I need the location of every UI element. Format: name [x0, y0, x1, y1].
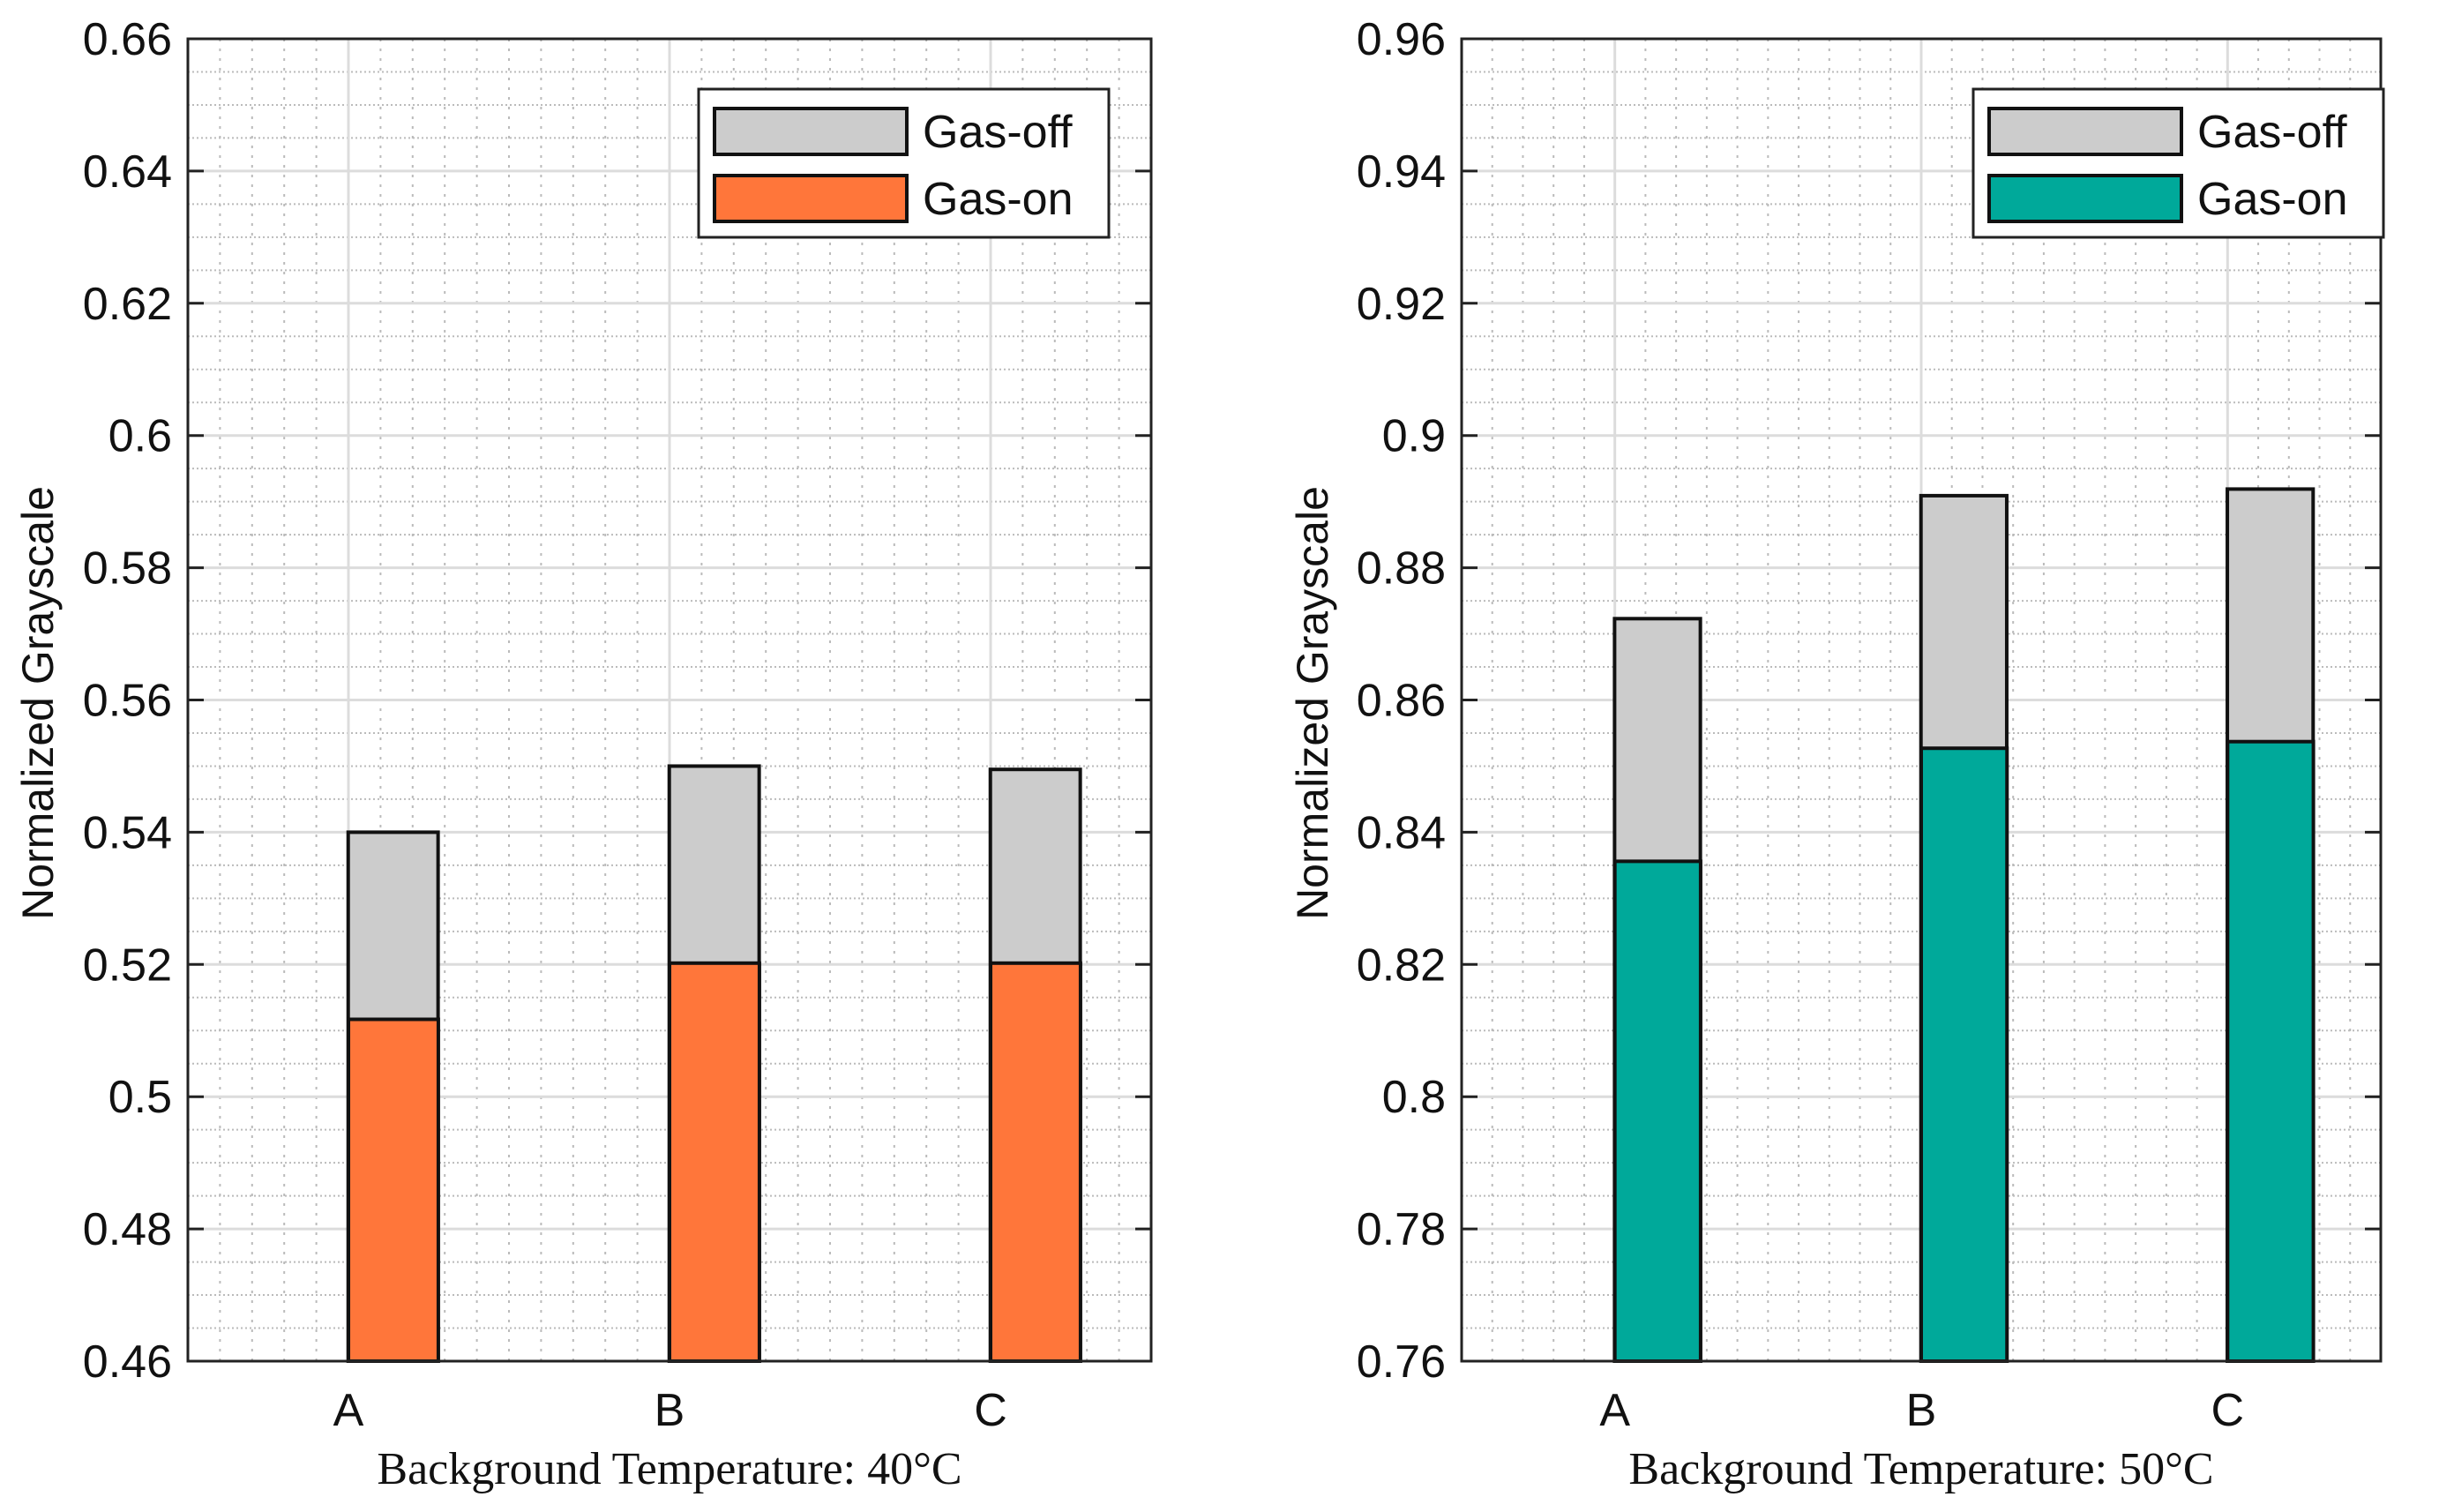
bar-gas-on-a — [1612, 859, 1702, 1363]
y-tick-label: 0.92 — [1357, 279, 1446, 330]
y-tick-label: 0.88 — [1357, 543, 1446, 595]
legend-swatch-gas-off — [713, 107, 909, 156]
bar-gas-on-c — [2226, 739, 2316, 1363]
legend: Gas-off Gas-on — [697, 87, 1111, 239]
y-tick-label: 0.76 — [1357, 1336, 1446, 1388]
y-tick-label: 0.62 — [83, 279, 172, 330]
x-axis-label: Background Temperature: 50°C — [1628, 1444, 2213, 1494]
legend-swatch-gas-on — [1987, 174, 2183, 223]
x-tick-label: B — [1906, 1385, 1937, 1436]
y-axis-label: Normalized Grayscale — [1288, 486, 1337, 920]
x-tick-label: C — [974, 1385, 1007, 1436]
legend: Gas-off Gas-on — [1971, 87, 2385, 239]
y-tick-label: 0.66 — [83, 14, 172, 65]
legend-swatch-gas-off — [1987, 107, 2183, 156]
x-tick-label: C — [2211, 1385, 2245, 1436]
legend-label: Gas-on — [2197, 174, 2348, 225]
y-axis-label: Normalized Grayscale — [13, 486, 63, 920]
bar-gas-on-b — [668, 961, 761, 1364]
legend-label: Gas-off — [923, 107, 1073, 158]
y-tick-label: 0.54 — [83, 807, 172, 858]
y-tick-label: 0.56 — [83, 676, 172, 727]
y-tick-label: 0.46 — [83, 1336, 172, 1388]
y-tick-label: 0.58 — [83, 543, 172, 595]
bar-gas-on-b — [1919, 746, 2009, 1363]
bar-gas-on-c — [989, 961, 1082, 1364]
y-tick-label: 0.5 — [108, 1072, 172, 1123]
x-axis-label: Background Temperature: 40°C — [377, 1444, 961, 1494]
y-tick-label: 0.64 — [83, 146, 172, 198]
x-tick-label: B — [655, 1385, 685, 1436]
legend-label: Gas-off — [2197, 107, 2347, 158]
legend-label: Gas-on — [923, 174, 1074, 225]
y-tick-label: 0.78 — [1357, 1204, 1446, 1255]
y-tick-label: 0.48 — [83, 1204, 172, 1255]
y-tick-label: 0.52 — [83, 939, 172, 991]
chart-panel-1: 0.46 0.48 0.5 0.52 0.54 0.56 0.58 0.6 0.62 0.64 0.… — [13, 14, 1153, 1494]
x-tick-label: A — [333, 1385, 364, 1436]
y-tick-label: 0.96 — [1357, 14, 1446, 65]
chart-panel-2: 0.76 0.78 0.8 0.82 0.84 0.86 0.88 0.9 0.92 0.94 0.… — [1288, 14, 2385, 1494]
bar-gas-on-a — [347, 1017, 440, 1364]
y-tick-label: 0.84 — [1357, 807, 1446, 858]
x-tick-label: A — [1599, 1385, 1630, 1436]
legend-swatch-gas-on — [713, 174, 909, 223]
axes-frame — [1460, 37, 2383, 1363]
y-tick-label: 0.82 — [1357, 939, 1446, 991]
y-tick-label: 0.9 — [1382, 411, 1446, 462]
axes-frame — [186, 37, 1153, 1363]
y-tick-label: 0.86 — [1357, 676, 1446, 727]
y-tick-label: 0.8 — [1382, 1072, 1446, 1123]
y-tick-label: 0.6 — [108, 411, 172, 462]
y-tick-label: 0.94 — [1357, 146, 1446, 198]
